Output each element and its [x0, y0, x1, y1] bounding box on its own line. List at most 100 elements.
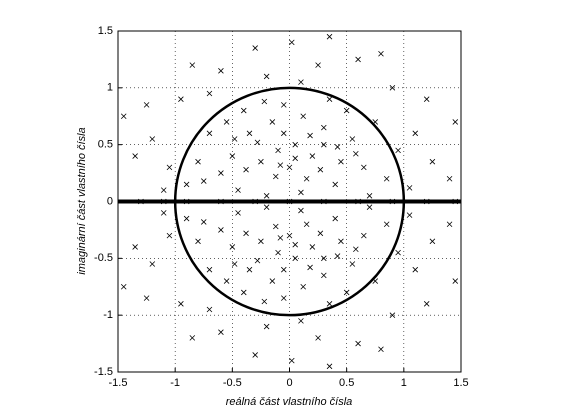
point — [326, 33, 333, 40]
point — [289, 357, 295, 364]
point — [303, 221, 310, 228]
point — [429, 238, 436, 245]
point — [289, 39, 295, 46]
point-stroke — [275, 249, 281, 256]
point — [383, 175, 390, 182]
point-stroke — [218, 227, 224, 233]
point — [160, 187, 167, 193]
point — [315, 335, 321, 341]
point — [326, 301, 333, 307]
point — [178, 96, 184, 102]
point — [423, 96, 430, 102]
point-stroke — [446, 221, 453, 228]
point — [252, 352, 258, 358]
point-stroke — [452, 119, 459, 125]
point — [355, 56, 361, 63]
point — [309, 153, 316, 159]
point-stroke — [289, 39, 295, 46]
point-stroke — [143, 295, 150, 301]
point-stroke — [383, 221, 390, 228]
point-stroke — [317, 230, 324, 237]
point-stroke — [132, 244, 138, 250]
point — [120, 283, 127, 290]
point-stroke — [200, 178, 207, 184]
point-stroke — [372, 278, 379, 284]
point-stroke — [235, 210, 241, 216]
point-stroke — [343, 289, 350, 296]
point — [298, 189, 304, 196]
point — [277, 235, 284, 241]
point-stroke — [298, 189, 304, 196]
point — [298, 318, 304, 324]
point-stroke — [281, 130, 287, 137]
point — [149, 261, 156, 267]
y-axis-label: imaginární část vlastního čísla — [76, 127, 88, 274]
point-stroke — [269, 278, 276, 284]
point — [353, 246, 359, 253]
point-stroke — [298, 207, 304, 214]
point-stroke — [263, 193, 270, 199]
point — [452, 119, 459, 125]
point — [206, 266, 213, 273]
point-stroke — [195, 238, 201, 245]
point — [160, 210, 167, 216]
point — [292, 141, 298, 148]
point-stroke — [178, 301, 184, 307]
point-stroke — [378, 346, 384, 353]
point-stroke — [315, 335, 321, 341]
point — [366, 193, 373, 199]
point-stroke — [395, 249, 401, 256]
point-stroke — [261, 98, 268, 105]
point — [300, 113, 307, 120]
x-axis-label: reálná část vlastního čísla — [226, 396, 353, 408]
point-stroke — [160, 210, 167, 216]
point — [206, 90, 213, 97]
point-stroke — [321, 272, 327, 279]
point-stroke — [389, 85, 396, 91]
point — [149, 136, 156, 142]
point-stroke — [321, 124, 327, 131]
point-stroke — [338, 238, 344, 245]
point — [195, 158, 201, 165]
point-stroke — [309, 244, 316, 250]
point — [218, 170, 224, 176]
point — [254, 139, 261, 146]
y-tick-label: 1 — [107, 82, 113, 94]
point-stroke — [303, 175, 310, 182]
point-stroke — [286, 232, 293, 239]
point-stroke — [292, 141, 298, 148]
point-stroke — [281, 266, 287, 273]
point-stroke — [289, 357, 295, 364]
point-stroke — [286, 164, 293, 171]
point — [303, 175, 310, 182]
point — [195, 238, 201, 245]
point-stroke — [160, 187, 167, 193]
point — [263, 193, 270, 199]
point — [326, 96, 333, 102]
point — [343, 107, 350, 114]
point-stroke — [229, 153, 236, 159]
point — [277, 162, 284, 168]
point — [406, 185, 413, 191]
point-stroke — [246, 266, 253, 273]
point — [206, 306, 213, 313]
point — [120, 113, 127, 120]
point-stroke — [361, 232, 367, 239]
point — [218, 68, 224, 74]
point — [143, 295, 150, 301]
point — [189, 335, 196, 341]
point-stroke — [206, 266, 213, 273]
y-tick-label: 0 — [107, 195, 113, 207]
point-stroke — [252, 352, 258, 358]
point — [132, 153, 138, 159]
point-stroke — [263, 73, 270, 80]
point-stroke — [423, 96, 430, 102]
point-stroke — [423, 301, 430, 307]
x-tick-label: 1.5 — [453, 377, 468, 389]
point-stroke — [406, 185, 413, 191]
point — [423, 301, 430, 307]
point — [321, 272, 327, 279]
point — [281, 266, 287, 273]
point — [446, 175, 453, 182]
point-stroke — [254, 257, 261, 264]
